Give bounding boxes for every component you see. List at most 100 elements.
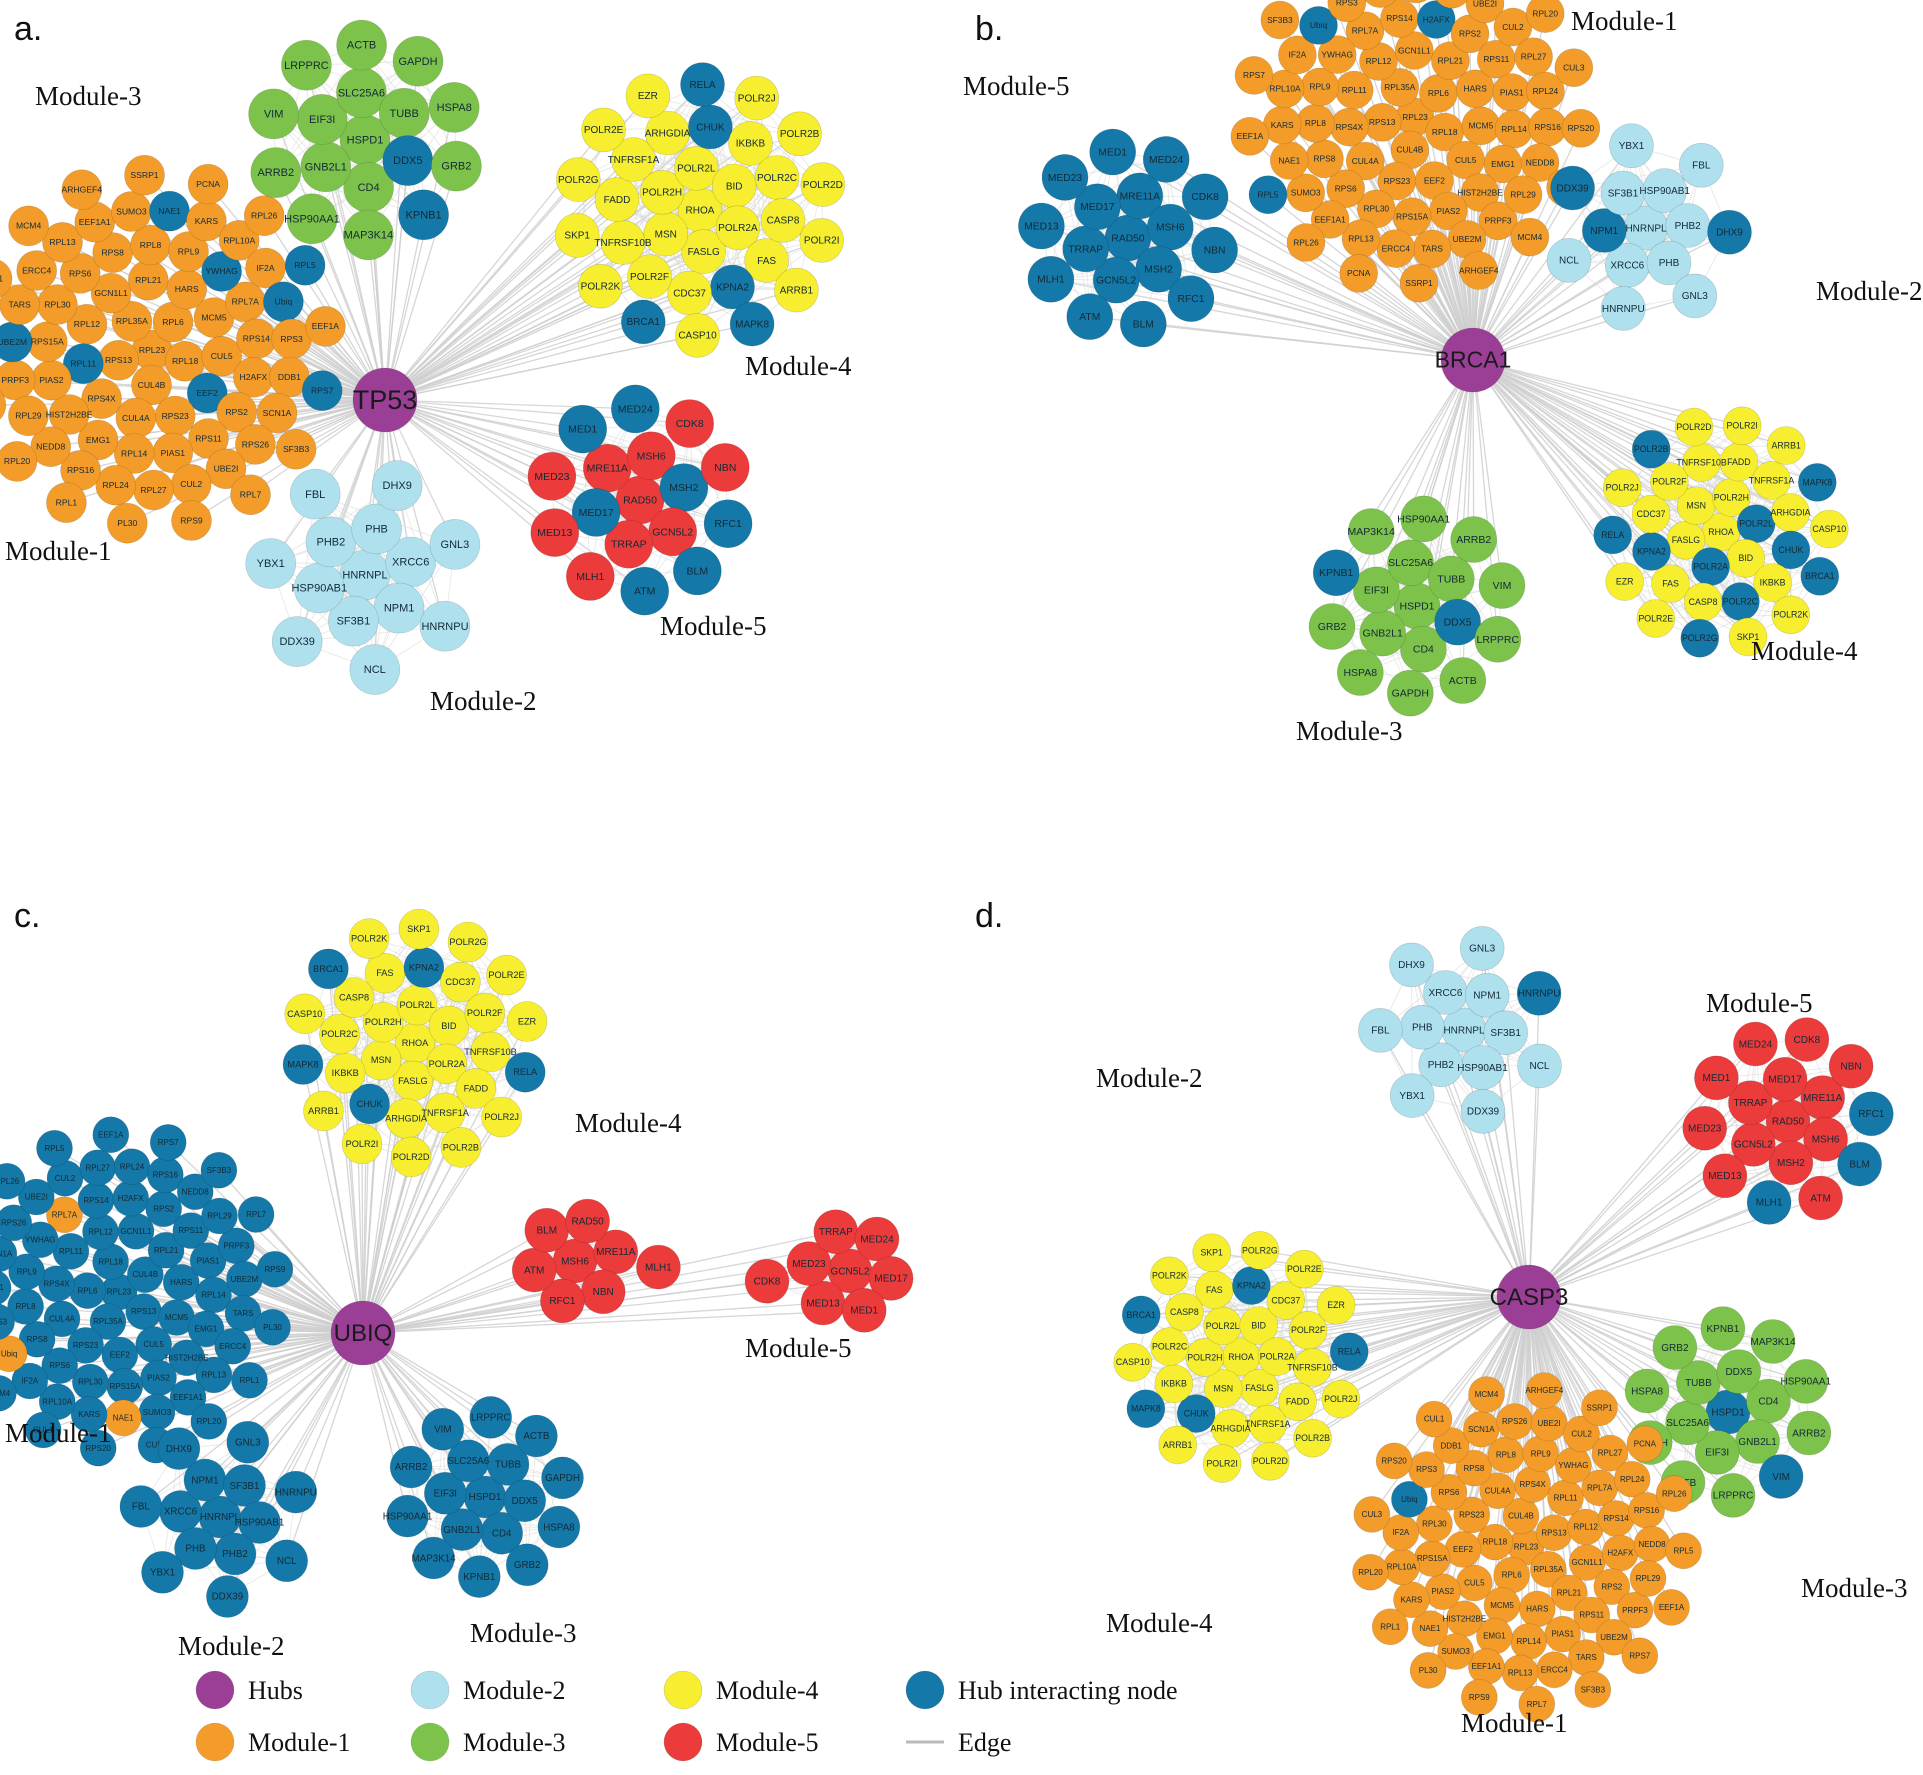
svg-text:RPL10A: RPL10A: [1269, 84, 1301, 94]
svg-text:ARHGDIA: ARHGDIA: [1211, 1423, 1251, 1433]
svg-text:HIST2H2BE: HIST2H2BE: [1457, 187, 1503, 197]
svg-text:BRCA1: BRCA1: [313, 964, 344, 974]
svg-text:GAPDH: GAPDH: [398, 56, 437, 68]
svg-text:SCN1A: SCN1A: [263, 408, 292, 418]
svg-text:POLR2B: POLR2B: [1295, 1433, 1330, 1443]
svg-text:MAP3K14: MAP3K14: [412, 1553, 457, 1564]
svg-text:H2AFX: H2AFX: [1423, 14, 1450, 24]
svg-text:NPM1: NPM1: [1473, 991, 1501, 1002]
svg-text:EEF1A: EEF1A: [312, 321, 339, 331]
svg-text:KPNA2: KPNA2: [716, 282, 749, 293]
svg-text:RHOA: RHOA: [402, 1038, 429, 1048]
svg-text:NCL: NCL: [277, 1556, 297, 1567]
svg-text:RPS14: RPS14: [243, 334, 270, 344]
svg-text:MED24: MED24: [1149, 155, 1184, 166]
svg-text:NPM1: NPM1: [1590, 226, 1618, 237]
svg-text:CDC37: CDC37: [673, 288, 706, 299]
svg-text:MRE11A: MRE11A: [587, 463, 628, 475]
svg-text:POLR2G: POLR2G: [1242, 1245, 1278, 1255]
svg-text:UBIQ: UBIQ: [334, 1320, 393, 1347]
svg-text:PIAS2: PIAS2: [147, 1374, 170, 1383]
svg-text:RHOA: RHOA: [1708, 527, 1734, 537]
svg-text:ACTB: ACTB: [347, 40, 376, 52]
svg-text:RPS15A: RPS15A: [31, 337, 64, 347]
svg-text:RPS6: RPS6: [49, 1361, 70, 1370]
svg-text:EMG1: EMG1: [1483, 1632, 1506, 1641]
svg-text:RPL23: RPL23: [1402, 112, 1428, 122]
svg-text:RPS3: RPS3: [280, 334, 303, 344]
svg-text:GNL3: GNL3: [1469, 944, 1496, 955]
svg-text:BID: BID: [1738, 553, 1753, 563]
svg-text:CASP3: CASP3: [1490, 1284, 1569, 1311]
svg-text:MSN: MSN: [1214, 1383, 1234, 1393]
svg-text:POLR2G: POLR2G: [449, 937, 486, 947]
svg-text:NEDD8: NEDD8: [36, 442, 65, 452]
svg-text:MRE11A: MRE11A: [596, 1247, 636, 1258]
svg-text:EEF2: EEF2: [110, 1351, 131, 1360]
svg-text:NCL: NCL: [1559, 256, 1579, 267]
svg-text:RPS7: RPS7: [158, 1138, 179, 1147]
svg-text:RPL24: RPL24: [1533, 86, 1559, 96]
svg-text:RPL9: RPL9: [1531, 1449, 1552, 1458]
svg-text:LRPPRC: LRPPRC: [1476, 634, 1519, 646]
svg-text:DDB1: DDB1: [1441, 1441, 1463, 1450]
svg-text:RPL21: RPL21: [135, 275, 161, 285]
svg-text:FADD: FADD: [1286, 1397, 1309, 1407]
svg-text:VIM: VIM: [264, 109, 284, 121]
svg-text:KPNB1: KPNB1: [1707, 1324, 1740, 1335]
svg-text:RPS11: RPS11: [178, 1226, 203, 1235]
svg-text:YWHAG: YWHAG: [1321, 49, 1353, 59]
svg-text:a.: a.: [14, 10, 42, 48]
svg-text:RPL8: RPL8: [140, 240, 162, 250]
svg-text:MED24: MED24: [618, 403, 653, 415]
svg-text:Module-1: Module-1: [248, 1728, 351, 1757]
svg-text:RPL7: RPL7: [240, 490, 262, 500]
svg-text:CD4: CD4: [358, 182, 380, 194]
svg-text:SF3B1: SF3B1: [230, 1481, 260, 1492]
svg-text:RPL10A: RPL10A: [223, 235, 255, 245]
svg-text:RAD50: RAD50: [1772, 1116, 1805, 1127]
svg-text:NAE1: NAE1: [158, 206, 181, 216]
svg-text:Module-4: Module-4: [1106, 1608, 1213, 1638]
svg-text:RPL6: RPL6: [1502, 1571, 1523, 1580]
svg-text:KPNA2: KPNA2: [1637, 546, 1666, 556]
svg-text:SF3B1: SF3B1: [1490, 1028, 1521, 1039]
svg-text:FAS: FAS: [1662, 579, 1679, 589]
svg-text:RPS3: RPS3: [1416, 1465, 1437, 1474]
svg-text:RPS26: RPS26: [242, 439, 269, 449]
svg-text:XRCC6: XRCC6: [164, 1507, 198, 1518]
svg-text:POLR2I: POLR2I: [346, 1139, 379, 1149]
svg-text:BRCA1: BRCA1: [1435, 347, 1512, 373]
svg-text:PHB: PHB: [1412, 1023, 1433, 1034]
svg-text:PHB: PHB: [1659, 258, 1680, 269]
svg-text:POLR2H: POLR2H: [365, 1017, 402, 1027]
svg-text:MAP3K14: MAP3K14: [1348, 526, 1395, 538]
svg-text:SCN1A: SCN1A: [1468, 1425, 1495, 1434]
svg-text:RPS14: RPS14: [1386, 13, 1413, 23]
svg-text:MSH6: MSH6: [637, 450, 666, 462]
svg-text:POLR2H: POLR2H: [1714, 492, 1749, 502]
svg-text:HIST2H2BE: HIST2H2BE: [165, 1354, 209, 1363]
svg-text:ARHGDIA: ARHGDIA: [385, 1114, 428, 1124]
svg-text:MSH6: MSH6: [1156, 223, 1185, 234]
svg-text:GRB2: GRB2: [514, 1560, 541, 1571]
svg-text:CHUK: CHUK: [696, 122, 725, 133]
svg-text:GCN1L1: GCN1L1: [1572, 1558, 1604, 1567]
svg-text:RPL7A: RPL7A: [1352, 26, 1379, 36]
svg-text:Module-3: Module-3: [1296, 716, 1402, 746]
svg-text:RPL11: RPL11: [70, 358, 96, 368]
svg-text:PL30: PL30: [117, 518, 137, 528]
svg-text:GNB2L1: GNB2L1: [443, 1525, 481, 1536]
svg-text:RPL6: RPL6: [77, 1286, 98, 1295]
svg-text:YBX1: YBX1: [257, 558, 285, 570]
svg-text:RPL27: RPL27: [1521, 52, 1547, 62]
svg-text:CHUK: CHUK: [357, 1099, 384, 1109]
svg-text:RPS15A: RPS15A: [109, 1382, 140, 1391]
svg-text:Module-5: Module-5: [1706, 988, 1812, 1018]
svg-text:TARS: TARS: [8, 299, 31, 309]
svg-text:RPS16: RPS16: [1634, 1506, 1660, 1515]
svg-text:RPS11: RPS11: [1579, 1611, 1604, 1620]
svg-text:RPL20: RPL20: [4, 456, 30, 466]
svg-text:DDX39: DDX39: [212, 1592, 244, 1603]
svg-text:RPL30: RPL30: [44, 299, 70, 309]
